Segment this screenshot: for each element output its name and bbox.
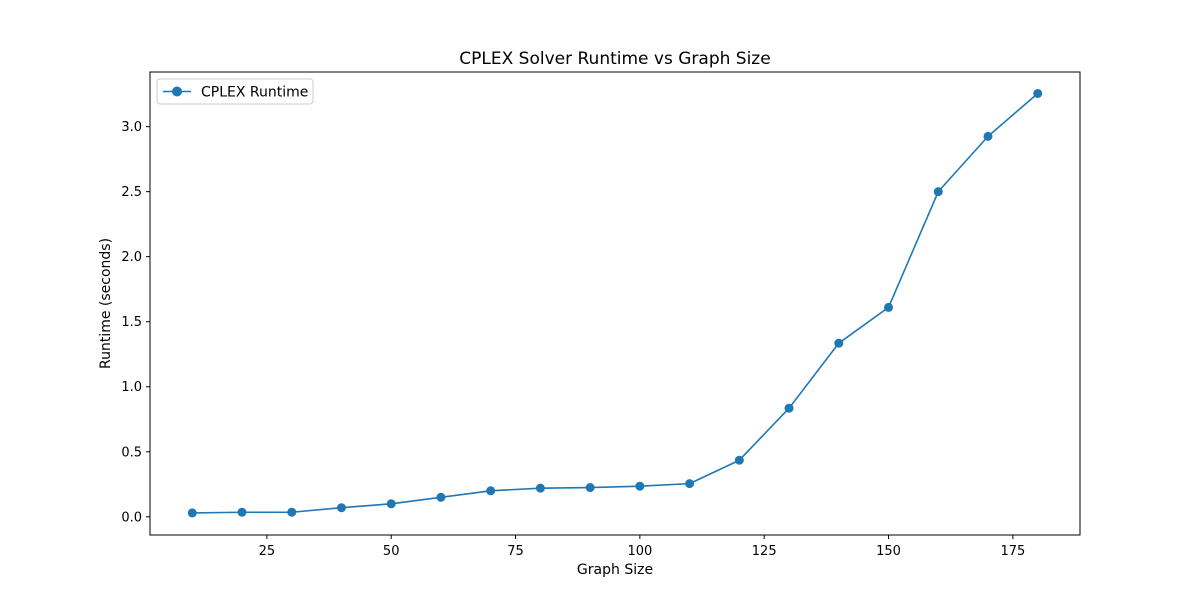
y-tick-label: 1.0 [121, 380, 142, 395]
data-point [535, 483, 545, 493]
x-tick-label: 75 [507, 544, 524, 559]
data-point [336, 503, 346, 513]
x-tick-label: 150 [876, 544, 901, 559]
x-axis: 25 50 75 100 125 150 175 [259, 535, 1025, 559]
legend: CPLEX Runtime [156, 78, 314, 105]
data-point [933, 187, 943, 197]
data-point [1033, 88, 1043, 98]
y-tick-label: 2.5 [121, 185, 142, 200]
data-point [187, 508, 197, 518]
data-point [436, 492, 446, 502]
y-tick-label: 0.0 [121, 510, 142, 525]
y-tick-label: 1.5 [121, 315, 142, 330]
data-point [784, 403, 794, 413]
data-point [585, 483, 595, 493]
chart-title: CPLEX Solver Runtime vs Graph Size [459, 49, 770, 69]
x-tick-label: 100 [627, 544, 652, 559]
data-point [237, 507, 247, 517]
data-point [884, 302, 894, 312]
y-axis-label: Runtime (seconds) [98, 238, 114, 369]
x-tick-label: 50 [383, 544, 400, 559]
x-tick-label: 25 [259, 544, 276, 559]
x-tick-label: 175 [1000, 544, 1025, 559]
data-point [386, 499, 396, 509]
data-point [834, 338, 844, 348]
data-point [685, 479, 695, 489]
plot-frame [149, 71, 1081, 536]
x-tick-label: 125 [752, 544, 777, 559]
y-tick-label: 2.0 [121, 250, 142, 265]
y-tick-label: 0.5 [121, 445, 142, 460]
data-point [287, 507, 297, 517]
x-axis-label: Graph Size [577, 562, 653, 578]
legend-label: CPLEX Runtime [201, 85, 308, 101]
legend-marker-swatch [172, 86, 182, 97]
data-point [983, 131, 993, 141]
y-axis: 0.0 0.5 1.0 1.5 2.0 2.5 3.0 [121, 120, 150, 525]
series-layer [187, 88, 1043, 518]
plot-area [149, 71, 1081, 536]
y-tick-label: 3.0 [121, 120, 142, 135]
data-point [486, 486, 496, 496]
data-point [635, 481, 645, 491]
data-point [734, 455, 744, 465]
legend-frame [156, 78, 314, 105]
series-line [192, 92, 1039, 514]
